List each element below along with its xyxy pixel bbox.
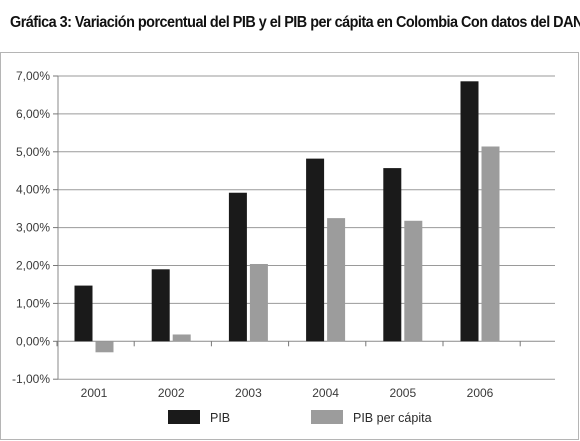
bar-pib-per-capita-2004 [327, 218, 346, 342]
y-tick-label: 0,00% [16, 334, 50, 348]
bar-pib-per-capita-2003 [249, 263, 268, 342]
y-tick-label: 4,00% [16, 183, 50, 197]
y-tick-label: 1,00% [16, 296, 50, 310]
x-tick-label: 2003 [235, 386, 262, 400]
legend-label: PIB per cápita [353, 411, 432, 425]
chart-title: Gráfica 3: Variación porcentual del PIB … [10, 14, 580, 31]
bars [74, 81, 500, 353]
x-tick-label: 2006 [467, 386, 494, 400]
bar-pib-per-capita-2002 [172, 334, 191, 342]
bar-pib-2003 [228, 192, 247, 342]
bar-pib-2002 [151, 269, 170, 342]
bar-pib-per-capita-2001 [95, 341, 114, 353]
bar-pib-2005 [383, 168, 402, 342]
legend: PIB PIB per cápita [168, 410, 432, 425]
y-tick-label: -1,00% [12, 372, 50, 386]
bar-pib-2006 [460, 81, 479, 342]
bar-pib-per-capita-2006 [481, 146, 500, 342]
legend-swatch [311, 410, 343, 424]
x-axis-ticks: 2001 2002 2003 2004 2005 2006 [81, 386, 494, 400]
y-tick-label: 5,00% [16, 145, 50, 159]
chart-frame [0, 52, 579, 440]
x-tick-label: 2002 [158, 386, 185, 400]
x-tick-label: 2005 [389, 386, 416, 400]
x-tick-label: 2001 [81, 386, 108, 400]
legend-label: PIB [210, 411, 230, 425]
x-tick-label: 2004 [312, 386, 339, 400]
bar-pib-2004 [306, 158, 325, 342]
bar-pib-per-capita-2005 [404, 220, 423, 342]
gridlines [56, 75, 555, 380]
y-tick-label: 3,00% [16, 221, 50, 235]
y-tick-label: 7,00% [16, 69, 50, 83]
y-tick-label: 2,00% [16, 259, 50, 273]
y-axis-ticks: 7,00% 6,00% 5,00% 4,00% 3,00% 2,00% 1,00% 0,00%… [12, 69, 58, 386]
bar-pib-2001 [74, 285, 93, 342]
y-tick-label: 6,00% [16, 107, 50, 121]
legend-swatch [168, 410, 200, 424]
